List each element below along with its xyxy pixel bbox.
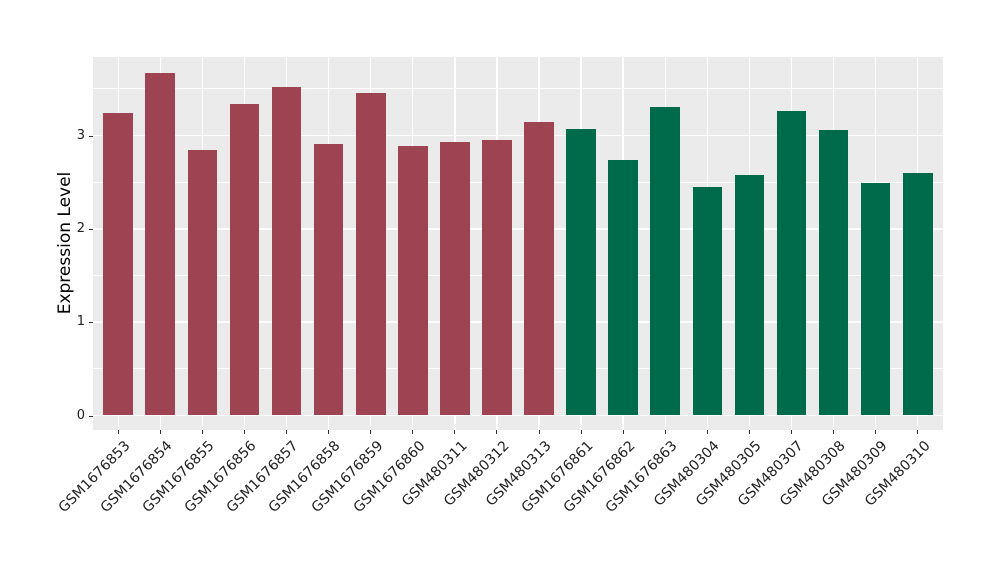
x-tick-mark <box>454 430 456 434</box>
bar-GSM1676855 <box>187 149 218 416</box>
x-tick-mark <box>201 430 203 434</box>
x-tick-mark <box>243 430 245 434</box>
bar-GSM1676857 <box>271 86 302 416</box>
x-tick-mark <box>875 430 877 434</box>
x-tick-mark <box>370 430 372 434</box>
x-tick-mark <box>664 430 666 434</box>
y-tick-label: 3 <box>76 127 85 143</box>
x-tick-mark <box>538 430 540 434</box>
bar-GSM480308 <box>818 129 849 416</box>
h-minor-gridline <box>93 368 943 370</box>
y-tick-label: 2 <box>76 220 85 236</box>
bar-GSM480309 <box>860 183 891 416</box>
x-tick-mark <box>622 430 624 434</box>
x-tick-label: GSM1676853 <box>55 438 134 516</box>
y-tick-mark <box>89 415 93 417</box>
h-major-gridline <box>93 414 943 417</box>
x-tick-mark <box>791 430 792 434</box>
h-minor-gridline <box>93 181 943 183</box>
bar-GSM480311 <box>440 142 470 416</box>
y-tick-mark <box>89 228 93 230</box>
bar-GSM480305 <box>734 174 765 416</box>
x-tick-mark <box>328 430 330 434</box>
bar-GSM480310 <box>902 172 933 416</box>
h-major-gridline <box>93 228 943 230</box>
y-axis-title: Expression Level <box>55 171 75 315</box>
bar-GSM1676854 <box>145 72 176 416</box>
y-tick-mark <box>89 135 93 137</box>
bar-GSM1676863 <box>650 106 681 416</box>
y-tick-label: 1 <box>76 314 85 330</box>
x-tick-mark <box>833 430 835 434</box>
x-tick-mark <box>286 430 288 434</box>
bar-GSM1676860 <box>397 145 428 416</box>
h-major-gridline <box>93 134 943 137</box>
bar-GSM480312 <box>482 140 512 416</box>
bar-GSM480313 <box>524 121 554 416</box>
h-minor-gridline <box>93 88 943 90</box>
bar-GSM1676861 <box>566 128 596 416</box>
x-tick-mark <box>580 430 582 434</box>
y-tick-mark <box>89 322 93 324</box>
plot-panel <box>93 57 943 430</box>
x-tick-mark <box>706 430 708 434</box>
h-minor-gridline <box>93 275 943 276</box>
x-tick-mark <box>917 430 919 434</box>
bar-GSM1676858 <box>313 143 344 416</box>
bar-GSM480304 <box>692 186 723 416</box>
x-tick-mark <box>496 430 498 434</box>
bar-GSM1676853 <box>103 113 134 416</box>
x-tick-mark <box>748 430 750 434</box>
x-tick-mark <box>412 430 414 434</box>
bar-GSM480307 <box>776 111 807 416</box>
h-major-gridline <box>93 321 943 323</box>
bar-GSM1676856 <box>229 103 260 416</box>
y-tick-label: 0 <box>76 407 85 423</box>
x-tick-mark <box>159 430 161 434</box>
bar-GSM1676859 <box>355 92 386 416</box>
x-tick-mark <box>117 430 119 434</box>
bar-GSM1676862 <box>608 159 639 416</box>
